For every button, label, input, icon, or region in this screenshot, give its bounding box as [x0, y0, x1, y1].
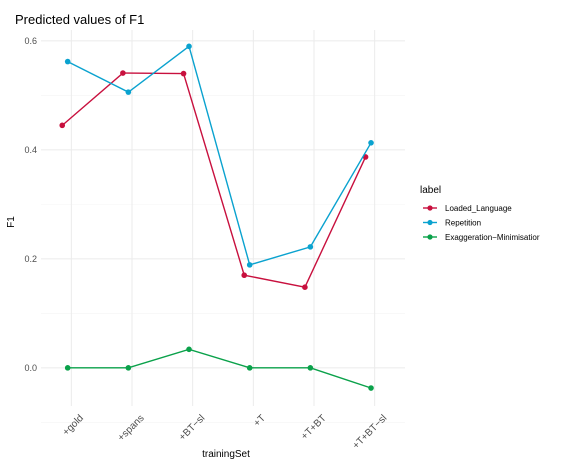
grid: [41, 30, 405, 423]
series-line: [67, 348, 372, 389]
legend-label: Repetition: [445, 219, 481, 228]
x-tick-label: +T: [252, 413, 268, 429]
series-line: [67, 45, 372, 266]
x-axis-ticks: +gold +spans +BT−sl +T +T+BT +T+BT−sl: [61, 413, 390, 452]
y-axis-ticks: 0.0 0.2 0.4 0.6: [24, 36, 37, 373]
series-0: [59, 70, 369, 291]
series-layer: [59, 43, 374, 391]
data-point: [246, 365, 253, 371]
x-tick-label: +T+BT−sl: [351, 413, 390, 452]
data-point: [125, 365, 132, 371]
legend-label: Exaggeration−Minimisatior: [445, 233, 540, 242]
y-tick-label: 0.4: [24, 145, 37, 155]
legend-items: Loaded_Language Repetition Exaggeration−Mi…: [423, 204, 540, 242]
series-1: [64, 43, 374, 268]
data-point: [120, 70, 126, 76]
data-point: [368, 385, 374, 391]
legend-item: Loaded_Language: [423, 204, 512, 213]
legend-item: Exaggeration−Minimisatior: [423, 233, 540, 242]
y-tick-label: 0.6: [24, 36, 37, 46]
legend-item: Repetition: [423, 219, 481, 228]
data-point: [307, 365, 314, 371]
data-point: [125, 89, 132, 95]
legend: label Loaded_Language Repetition Exaggerat…: [420, 185, 540, 242]
data-point: [59, 122, 66, 129]
x-tick-label: +T+BT: [299, 413, 328, 442]
data-point: [302, 284, 308, 291]
data-point: [186, 43, 192, 50]
data-point: [64, 365, 71, 371]
legend-key-point: [427, 234, 433, 240]
chart-title: Predicted values of F1: [15, 12, 144, 27]
series-2: [64, 346, 374, 391]
x-axis-title: trainingSet: [202, 449, 250, 460]
data-point: [64, 58, 71, 65]
data-point: [246, 262, 253, 268]
data-point: [186, 346, 192, 353]
x-tick-label: +BT−sl: [177, 413, 207, 443]
data-point: [307, 244, 314, 250]
data-point: [241, 272, 248, 279]
legend-label: Loaded_Language: [445, 204, 512, 213]
y-tick-label: 0.2: [24, 254, 37, 264]
legend-key-point: [427, 219, 433, 226]
series-line: [61, 72, 367, 288]
y-axis-title: F1: [6, 216, 17, 228]
legend-title: label: [420, 185, 441, 196]
data-point: [368, 140, 374, 146]
y-tick-label: 0.0: [24, 363, 37, 373]
legend-key-point: [427, 205, 433, 211]
data-point: [180, 70, 187, 77]
x-tick-label: +spans: [116, 413, 147, 444]
x-tick-label: +gold: [61, 413, 86, 438]
